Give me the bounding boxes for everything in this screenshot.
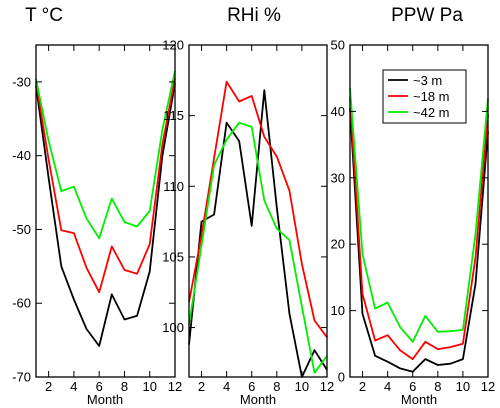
- x-tick-label: 8: [121, 379, 128, 394]
- y-tick-label: -30: [12, 74, 31, 89]
- panel-title-rhi: RHi %: [227, 5, 281, 26]
- y-tick-label: 40: [331, 104, 345, 119]
- legend-label-3m: ~3 m: [413, 73, 442, 88]
- x-tick-label: 2: [359, 379, 366, 394]
- legend: ~3 m ~18 m ~42 m: [382, 69, 467, 124]
- y-tick-label: 100: [162, 320, 184, 335]
- y-tick-label: 0: [338, 370, 345, 385]
- rhi-marks: [188, 80, 328, 378]
- y-tick-label: 120: [162, 38, 184, 53]
- plot-frame: [349, 44, 489, 378]
- plot-frame: [188, 44, 328, 378]
- rhi-panel: RHi % 2 4 6 8 10 12 100 105 110 115 120 Month: [162, 5, 334, 407]
- panel-title-temperature: T °C: [25, 5, 63, 26]
- ppw-marks: [349, 88, 489, 373]
- x-tick-label: 4: [223, 379, 230, 394]
- x-tick-label: 10: [456, 379, 470, 394]
- x-tick-label: 8: [434, 379, 441, 394]
- y-tick-label: 20: [331, 237, 345, 252]
- legend-label-18m: ~18 m: [413, 89, 450, 104]
- plot-frame: [35, 44, 176, 378]
- panel-title-ppw: PPW Pa: [391, 5, 463, 26]
- temperature-marks: [35, 70, 176, 347]
- x-tick-label: 10: [295, 379, 309, 394]
- series-line-s18: [35, 78, 176, 294]
- x-tick-label: 6: [248, 379, 255, 394]
- y-tick-label: 110: [163, 179, 184, 194]
- series-line-s18: [188, 80, 328, 338]
- x-axis-label-rhi: Month: [240, 392, 276, 407]
- y-tick-label: -70: [12, 370, 31, 385]
- temperature-ticks: 2 4 6 8 10 12 -70 -60 -50 -40 -30: [12, 45, 182, 394]
- x-tick-label: 2: [198, 379, 205, 394]
- series-line-s3: [188, 89, 328, 378]
- x-axis-label-temperature: Month: [87, 392, 123, 407]
- series-line-s18: [349, 98, 489, 361]
- y-tick-label: -60: [12, 296, 31, 311]
- x-tick-label: 6: [409, 379, 416, 394]
- x-tick-label: 12: [481, 379, 495, 394]
- x-tick-label: 2: [45, 379, 52, 394]
- rhi-ticks: 2 4 6 8 10 12 100 105 110 115 120: [162, 38, 334, 395]
- y-tick-label: 105: [162, 249, 184, 264]
- y-tick-label: -40: [12, 148, 31, 163]
- x-tick-label: 8: [273, 379, 280, 394]
- series-line-s3: [35, 83, 176, 347]
- ppw-ticks: 2 4 6 8 10 12 0 10 20 30 40 50: [331, 38, 496, 395]
- legend-label-42m: ~42 m: [413, 105, 450, 120]
- x-tick-label: 6: [96, 379, 103, 394]
- y-tick-label: 30: [331, 170, 345, 185]
- ppw-panel: PPW Pa 2 4 6 8 10 12 0 10 20 30 40 50 Month ~3 m ~1…: [331, 5, 496, 407]
- x-tick-label: 12: [320, 379, 334, 394]
- x-tick-label: 10: [142, 379, 156, 394]
- series-line-s3: [349, 108, 489, 373]
- series-line-s42: [35, 70, 176, 240]
- x-tick-label: 12: [168, 379, 182, 394]
- y-tick-label: -50: [12, 222, 31, 237]
- y-tick-label: 10: [331, 303, 345, 318]
- series-line-s42: [188, 121, 328, 374]
- y-tick-label: 115: [163, 108, 184, 123]
- x-tick-label: 4: [384, 379, 391, 394]
- temperature-panel: T °C 2 4 6 8 10 12 -70 -60 -50 -40 -30 Month: [12, 5, 182, 407]
- x-tick-label: 4: [70, 379, 77, 394]
- x-axis-label-ppw: Month: [401, 392, 437, 407]
- y-tick-label: 50: [331, 38, 345, 53]
- series-line-s42: [349, 88, 489, 343]
